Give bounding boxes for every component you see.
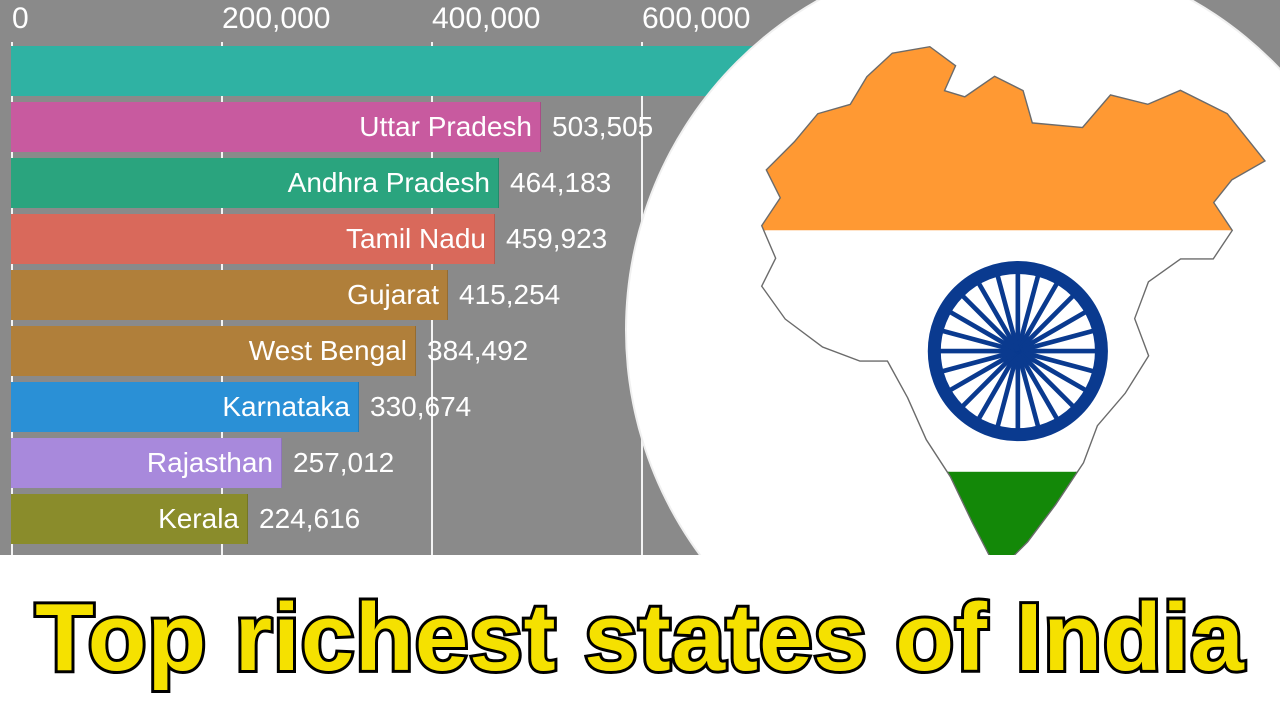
axis-tick-label: 400,000 [432, 2, 540, 36]
axis-tick-label: 0 [12, 2, 29, 36]
axis-tick-label: 600,000 [642, 2, 750, 36]
bar: Rajasthan [11, 438, 282, 488]
title-strip: Top richest states of India [0, 555, 1280, 720]
bar-value-label: 415,254 [459, 279, 560, 311]
bar-value-label: 384,492 [427, 335, 528, 367]
bar: Uttar Pradesh [11, 102, 541, 152]
bar-value-label: 503,505 [552, 111, 653, 143]
bar: Kerala [11, 494, 248, 544]
bar-value-label: 459,923 [506, 223, 607, 255]
bar-value-label: 224,616 [259, 503, 360, 535]
page-title: Top richest states of India [35, 590, 1244, 686]
bar-name-label: Gujarat [347, 279, 439, 311]
bar-name-label: Tamil Nadu [346, 223, 486, 255]
bar: Gujarat [11, 270, 448, 320]
bar-name-label: Karnataka [222, 391, 350, 423]
bar: Karnataka [11, 382, 359, 432]
axis-tick-label: 200,000 [222, 2, 330, 36]
bar-name-label: Andhra Pradesh [288, 167, 490, 199]
bar-name-label: Kerala [158, 503, 239, 535]
bar: West Bengal [11, 326, 416, 376]
bar-value-label: 330,674 [370, 391, 471, 423]
bar-value-label: 464,183 [510, 167, 611, 199]
bar-name-label: West Bengal [249, 335, 407, 367]
flag-band-saffron [711, 40, 1268, 230]
flag-band-green [711, 472, 1268, 560]
stage: 0 200,000 400,000 600,000 Uttar Pradesh 503,… [0, 0, 1280, 720]
bar: Andhra Pradesh [11, 158, 499, 208]
bar-value-label: 257,012 [293, 447, 394, 479]
bar-name-label: Rajasthan [147, 447, 273, 479]
bar: Tamil Nadu [11, 214, 495, 264]
india-map-icon [700, 40, 1280, 560]
ashoka-chakra-icon [934, 268, 1101, 435]
bar-name-label: Uttar Pradesh [359, 111, 532, 143]
